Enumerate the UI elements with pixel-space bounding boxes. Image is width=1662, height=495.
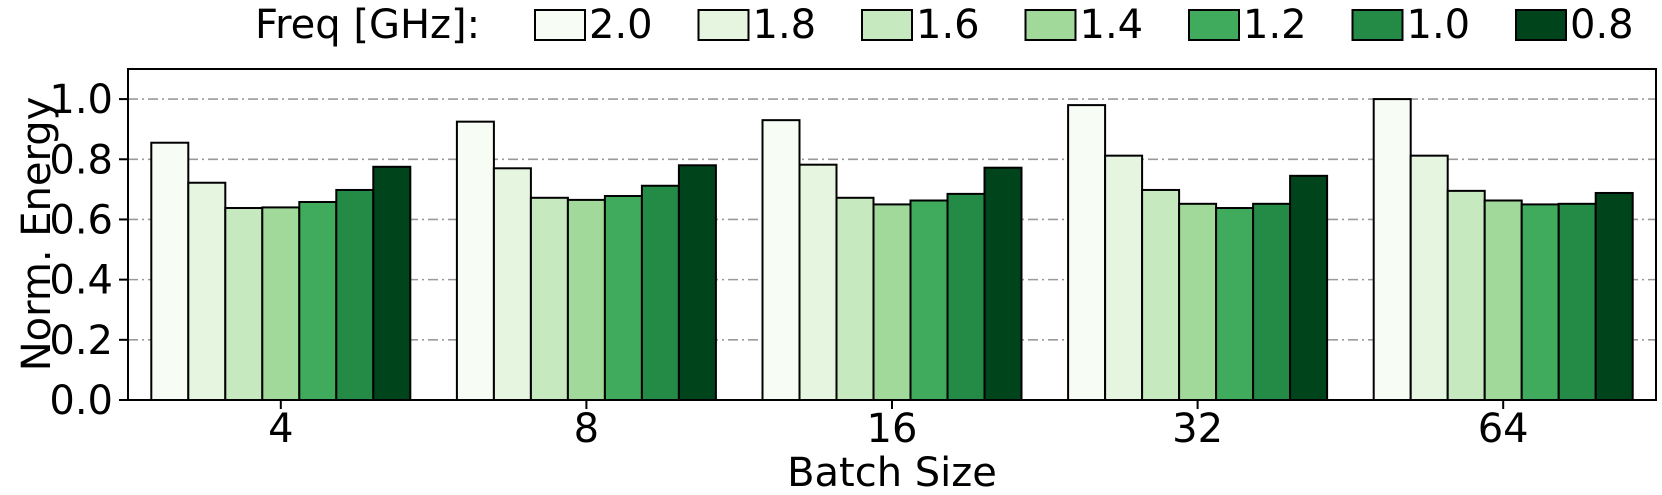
legend-swatch-1.0 <box>1351 9 1404 41</box>
x-tick-label: 64 <box>1478 406 1529 452</box>
y-axis-title: Norm. Energy <box>14 97 60 372</box>
bar-batch-64-freq-1.8 <box>1409 154 1449 401</box>
legend-label-1.2: 1.2 <box>1243 2 1307 48</box>
legend: Freq [GHz]: 2.0 1.8 1.6 1.4 1.2 1.0 0.8 <box>255 2 1634 48</box>
legend-label-1.8: 1.8 <box>753 2 817 48</box>
bar-batch-32-freq-1.8 <box>1104 154 1144 401</box>
bar-batch-4-freq-1.4 <box>261 206 301 401</box>
legend-label-1.6: 1.6 <box>916 2 980 48</box>
bar-batch-32-freq-1.6 <box>1141 188 1181 401</box>
bar-batch-16-freq-1.2 <box>909 199 949 401</box>
bar-batch-16-freq-2.0 <box>761 119 801 402</box>
y-tick-label: 1.0 <box>49 77 113 123</box>
legend-title: Freq [GHz]: <box>255 2 480 48</box>
x-tick-label: 16 <box>867 406 918 452</box>
legend-label-1.0: 1.0 <box>1407 2 1471 48</box>
bar-batch-4-freq-1.8 <box>187 181 227 401</box>
bar-batch-32-freq-1.4 <box>1178 202 1218 401</box>
bar-batch-8-freq-1.6 <box>529 196 569 401</box>
bars <box>150 98 1634 402</box>
bar-batch-4-freq-2.0 <box>150 141 190 402</box>
bar-batch-64-freq-2.0 <box>1372 98 1412 401</box>
bar-batch-32-freq-1.0 <box>1252 202 1292 401</box>
bar-batch-4-freq-1.6 <box>224 207 264 401</box>
bar-batch-64-freq-1.4 <box>1483 199 1523 401</box>
bar-batch-8-freq-0.8 <box>677 164 717 401</box>
bar-batch-16-freq-1.6 <box>835 196 875 401</box>
legend-swatch-1.6 <box>861 9 913 41</box>
legend-label-2.0: 2.0 <box>589 2 653 48</box>
legend-swatch-0.8 <box>1515 9 1567 41</box>
x-axis-title: Batch Size <box>787 450 997 495</box>
bar-batch-16-freq-0.8 <box>983 166 1023 401</box>
x-tick-label: 32 <box>1172 406 1223 452</box>
bar-batch-64-freq-1.2 <box>1520 203 1560 401</box>
bar-batch-64-freq-0.8 <box>1594 191 1634 401</box>
legend-swatch-2.0 <box>534 9 586 41</box>
bar-batch-16-freq-1.4 <box>872 203 912 401</box>
y-tick-label: 0.2 <box>49 318 113 364</box>
x-tick-label: 8 <box>574 406 599 452</box>
bar-batch-64-freq-1.0 <box>1557 202 1597 401</box>
x-tick-label: 4 <box>268 406 293 452</box>
bar-batch-8-freq-1.2 <box>603 194 643 401</box>
bar-batch-32-freq-2.0 <box>1067 104 1107 401</box>
legend-swatch-1.8 <box>697 9 750 41</box>
bar-batch-8-freq-2.0 <box>455 120 495 401</box>
legend-swatch-1.2 <box>1188 9 1240 41</box>
legend-swatch-1.4 <box>1024 9 1077 41</box>
y-axis: 0.0 0.2 0.4 0.6 0.8 1.0 <box>49 77 128 424</box>
bar-batch-32-freq-0.8 <box>1289 174 1329 401</box>
legend-label-1.4: 1.4 <box>1080 2 1144 48</box>
legend-label-0.8: 0.8 <box>1570 2 1634 48</box>
bar-batch-4-freq-1.0 <box>335 188 375 401</box>
y-tick-label: 0.8 <box>49 137 113 183</box>
y-tick-label: 0.4 <box>49 258 113 304</box>
bar-batch-16-freq-1.0 <box>946 192 986 401</box>
x-axis: 4 8 16 32 64 <box>268 400 1529 452</box>
bar-batch-16-freq-1.8 <box>798 163 838 401</box>
bar-batch-8-freq-1.8 <box>492 167 532 401</box>
bar-batch-8-freq-1.0 <box>640 184 680 401</box>
bar-batch-8-freq-1.4 <box>566 198 606 401</box>
bar-batch-4-freq-1.2 <box>298 201 338 401</box>
bar-batch-64-freq-1.6 <box>1446 189 1486 401</box>
bar-batch-4-freq-0.8 <box>372 165 412 401</box>
y-tick-label: 0.0 <box>49 378 113 424</box>
bar-batch-32-freq-1.2 <box>1215 207 1255 401</box>
y-tick-label: 0.6 <box>49 197 113 243</box>
